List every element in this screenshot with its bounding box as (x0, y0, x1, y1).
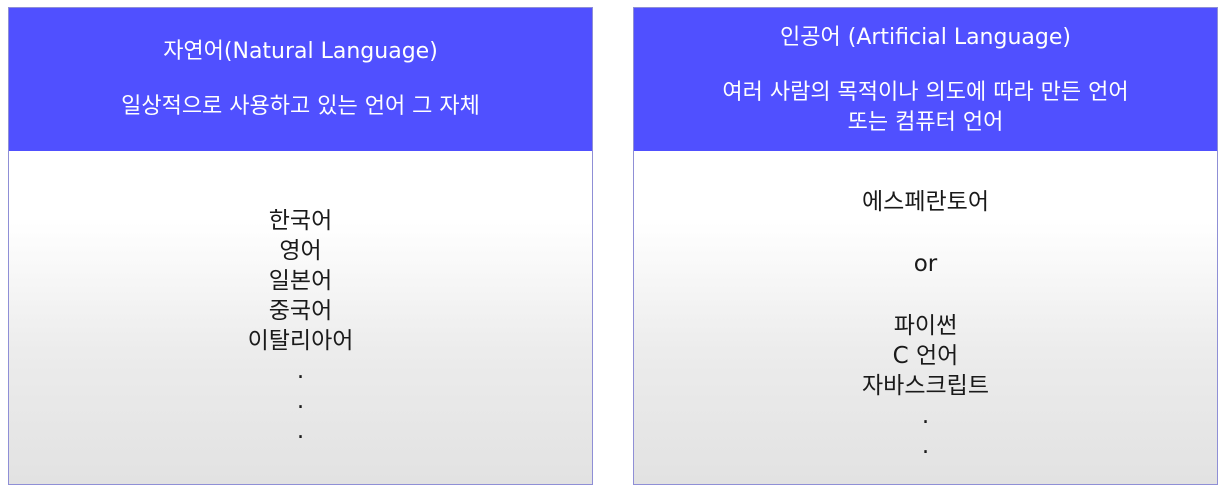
natural-language-examples: 한국어 영어 일본어 중국어 이탈리아어 . . . (9, 151, 592, 446)
natural-language-panel: 자연어(Natural Language) 일상적으로 사용하고 있는 언어 그… (8, 7, 593, 485)
artificial-language-title: 인공어 (Artificial Language) (780, 25, 1071, 50)
ellipsis-dot: . (296, 388, 305, 414)
artificial-language-examples: 에스페란토어 or 파이썬 C 언어 자바스크립트 . . (634, 151, 1217, 461)
example-item: 파이썬 (893, 313, 958, 339)
description-line: 또는 컴퓨터 언어 (847, 110, 1004, 135)
spacer (634, 279, 1217, 311)
example-item: 에스페란토어 (862, 189, 989, 215)
example-item: 한국어 (268, 208, 333, 234)
natural-language-title: 자연어(Natural Language) (163, 39, 438, 64)
artificial-language-header: 인공어 (Artificial Language) 여러 사람의 목적이나 의도… (634, 8, 1217, 151)
example-item: 일본어 (268, 268, 333, 294)
example-item: 이탈리아어 (247, 328, 354, 354)
natural-language-header: 자연어(Natural Language) 일상적으로 사용하고 있는 언어 그… (9, 8, 592, 151)
artificial-language-description: 여러 사람의 목적이나 의도에 따라 만든 언어 또는 컴퓨터 언어 (634, 78, 1217, 138)
ellipsis-dot: . (921, 403, 930, 429)
description-line: 여러 사람의 목적이나 의도에 따라 만든 언어 (722, 80, 1129, 105)
ellipsis-dot: . (296, 418, 305, 444)
example-item: 영어 (279, 238, 322, 264)
example-item: 자바스크립트 (862, 373, 989, 399)
spacer (634, 217, 1217, 249)
artificial-language-panel: 인공어 (Artificial Language) 여러 사람의 목적이나 의도… (633, 7, 1218, 485)
ellipsis-dot: . (296, 358, 305, 384)
example-item: C 언어 (892, 343, 959, 369)
ellipsis-dot: . (921, 433, 930, 459)
example-item: 중국어 (268, 298, 333, 324)
natural-language-description: 일상적으로 사용하고 있는 언어 그 자체 (121, 94, 480, 119)
or-separator: or (913, 251, 938, 277)
